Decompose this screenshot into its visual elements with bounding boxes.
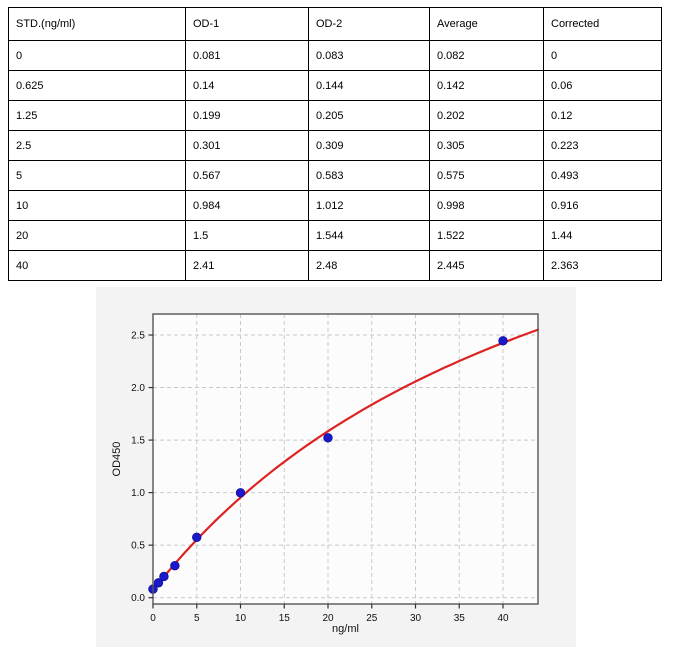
data-point <box>159 571 169 582</box>
col-header-std: STD.(ng/ml) <box>8 7 186 41</box>
col-header-corrected: Corrected <box>543 7 662 41</box>
table-cell: 0.199 <box>185 100 309 131</box>
col-header-od2: OD-2 <box>308 7 430 41</box>
table-cell: 0.083 <box>308 40 430 71</box>
table-cell: 0.567 <box>185 160 309 191</box>
fit-curve-line <box>151 328 540 592</box>
table-cell: 0.14 <box>185 70 309 101</box>
table-row: 10 0.984 1.012 0.998 0.916 <box>8 190 662 221</box>
x-tick-label: 25 <box>366 613 378 624</box>
y-tick-label: 0.0 <box>131 593 145 604</box>
table-cell: 0.575 <box>429 160 544 191</box>
table-header-row: STD.(ng/ml) OD-1 OD-2 Average Corrected <box>8 7 662 41</box>
table-cell: 0.202 <box>429 100 544 131</box>
table-cell: 0 <box>8 40 186 71</box>
table-cell: 0.12 <box>543 100 662 131</box>
y-tick-label: 1.0 <box>131 488 145 499</box>
x-tick-label: 35 <box>454 613 466 624</box>
table-cell: 20 <box>8 220 186 251</box>
tick-labels: 0 5 10 15 20 25 30 35 40 0.0 0.5 1.0 1.5 2.0 2.5 <box>131 331 509 624</box>
table-cell: 0.142 <box>429 70 544 101</box>
standards-table-body: 0 0.081 0.083 0.082 0 0.625 0.14 0.144 0.142 0.06… <box>8 40 662 281</box>
col-header-od1: OD-1 <box>185 7 309 41</box>
table-cell: 0.984 <box>185 190 309 221</box>
table-cell: 0.305 <box>429 130 544 161</box>
standards-table-header: STD.(ng/ml) OD-1 OD-2 Average Corrected <box>8 7 662 41</box>
table-cell: 0.916 <box>543 190 662 221</box>
x-tick-label: 20 <box>322 613 334 624</box>
table-cell: 0.06 <box>543 70 662 101</box>
table-cell: 0.301 <box>185 130 309 161</box>
table-cell: 1.522 <box>429 220 544 251</box>
table-cell: 0.309 <box>308 130 430 161</box>
table-cell: 2.41 <box>185 250 309 281</box>
table-cell: 0.625 <box>8 70 186 101</box>
plot-background <box>153 314 538 604</box>
table-cell: 2.445 <box>429 250 544 281</box>
table-cell: 2.48 <box>308 250 430 281</box>
x-tick-label: 10 <box>235 613 247 624</box>
table-row: 1.25 0.199 0.205 0.202 0.12 <box>8 100 662 131</box>
x-tick-label: 5 <box>194 613 200 624</box>
table-row: 2.5 0.301 0.309 0.305 0.223 <box>8 130 662 161</box>
col-header-average: Average <box>429 7 544 41</box>
table-row: 40 2.41 2.48 2.445 2.363 <box>8 250 662 281</box>
table-row: 0 0.081 0.083 0.082 0 <box>8 40 662 71</box>
table-row: 5 0.567 0.583 0.575 0.493 <box>8 160 662 191</box>
table-cell: 1.44 <box>543 220 662 251</box>
x-tick-label: 40 <box>497 613 509 624</box>
x-tick-label: 30 <box>410 613 422 624</box>
y-tick-label: 0.5 <box>131 541 145 552</box>
x-tick-label: 15 <box>279 613 291 624</box>
plot-border <box>152 313 539 605</box>
y-tick-label: 1.5 <box>131 436 145 447</box>
table-cell: 0.082 <box>429 40 544 71</box>
data-point <box>153 578 164 588</box>
data-point <box>323 433 333 443</box>
chart-canvas: 0 5 10 15 20 25 30 35 40 0.0 0.5 1.0 1.5 2.0 2.5 ng/ml… <box>96 287 576 647</box>
data-point <box>192 532 202 542</box>
table-cell: 0.998 <box>429 190 544 221</box>
table-cell: 5 <box>8 160 186 191</box>
data-point <box>170 560 180 571</box>
standards-table: STD.(ng/ml) OD-1 OD-2 Average Corrected … <box>8 7 662 281</box>
table-cell: 0.223 <box>543 130 662 161</box>
axis-ticks <box>148 334 504 609</box>
table-row: 0.625 0.14 0.144 0.142 0.06 <box>8 70 662 101</box>
chart-plot: 0 5 10 15 20 25 30 35 40 0.0 0.5 1.0 1.5 2.0 2.5 <box>96 287 576 647</box>
table-cell: 1.012 <box>308 190 430 221</box>
table-cell: 0.493 <box>543 160 662 191</box>
table-cell: 1.544 <box>308 220 430 251</box>
table-cell: 0.583 <box>308 160 430 191</box>
y-tick-label: 2.0 <box>131 383 145 394</box>
table-cell: 2.5 <box>8 130 186 161</box>
data-point <box>235 488 246 498</box>
table-cell: 0.205 <box>308 100 430 131</box>
y-tick-label: 2.5 <box>131 331 145 342</box>
table-cell: 0.081 <box>185 40 309 71</box>
y-axis-label: OD450 <box>111 442 123 477</box>
table-cell: 1.5 <box>185 220 309 251</box>
table-cell: 0 <box>543 40 662 71</box>
table-row: 20 1.5 1.544 1.522 1.44 <box>8 220 662 251</box>
table-cell: 0.144 <box>308 70 430 101</box>
table-cell: 2.363 <box>543 250 662 281</box>
table-cell: 40 <box>8 250 186 281</box>
x-axis-label: ng/ml <box>332 623 359 635</box>
x-tick-label: 0 <box>150 613 156 624</box>
data-point <box>498 336 508 346</box>
standard-curve-chart: 0 5 10 15 20 25 30 35 40 0.0 0.5 1.0 1.5 2.0 2.5 ng/ml… <box>96 287 576 647</box>
table-cell: 10 <box>8 190 186 221</box>
table-cell: 1.25 <box>8 100 186 131</box>
